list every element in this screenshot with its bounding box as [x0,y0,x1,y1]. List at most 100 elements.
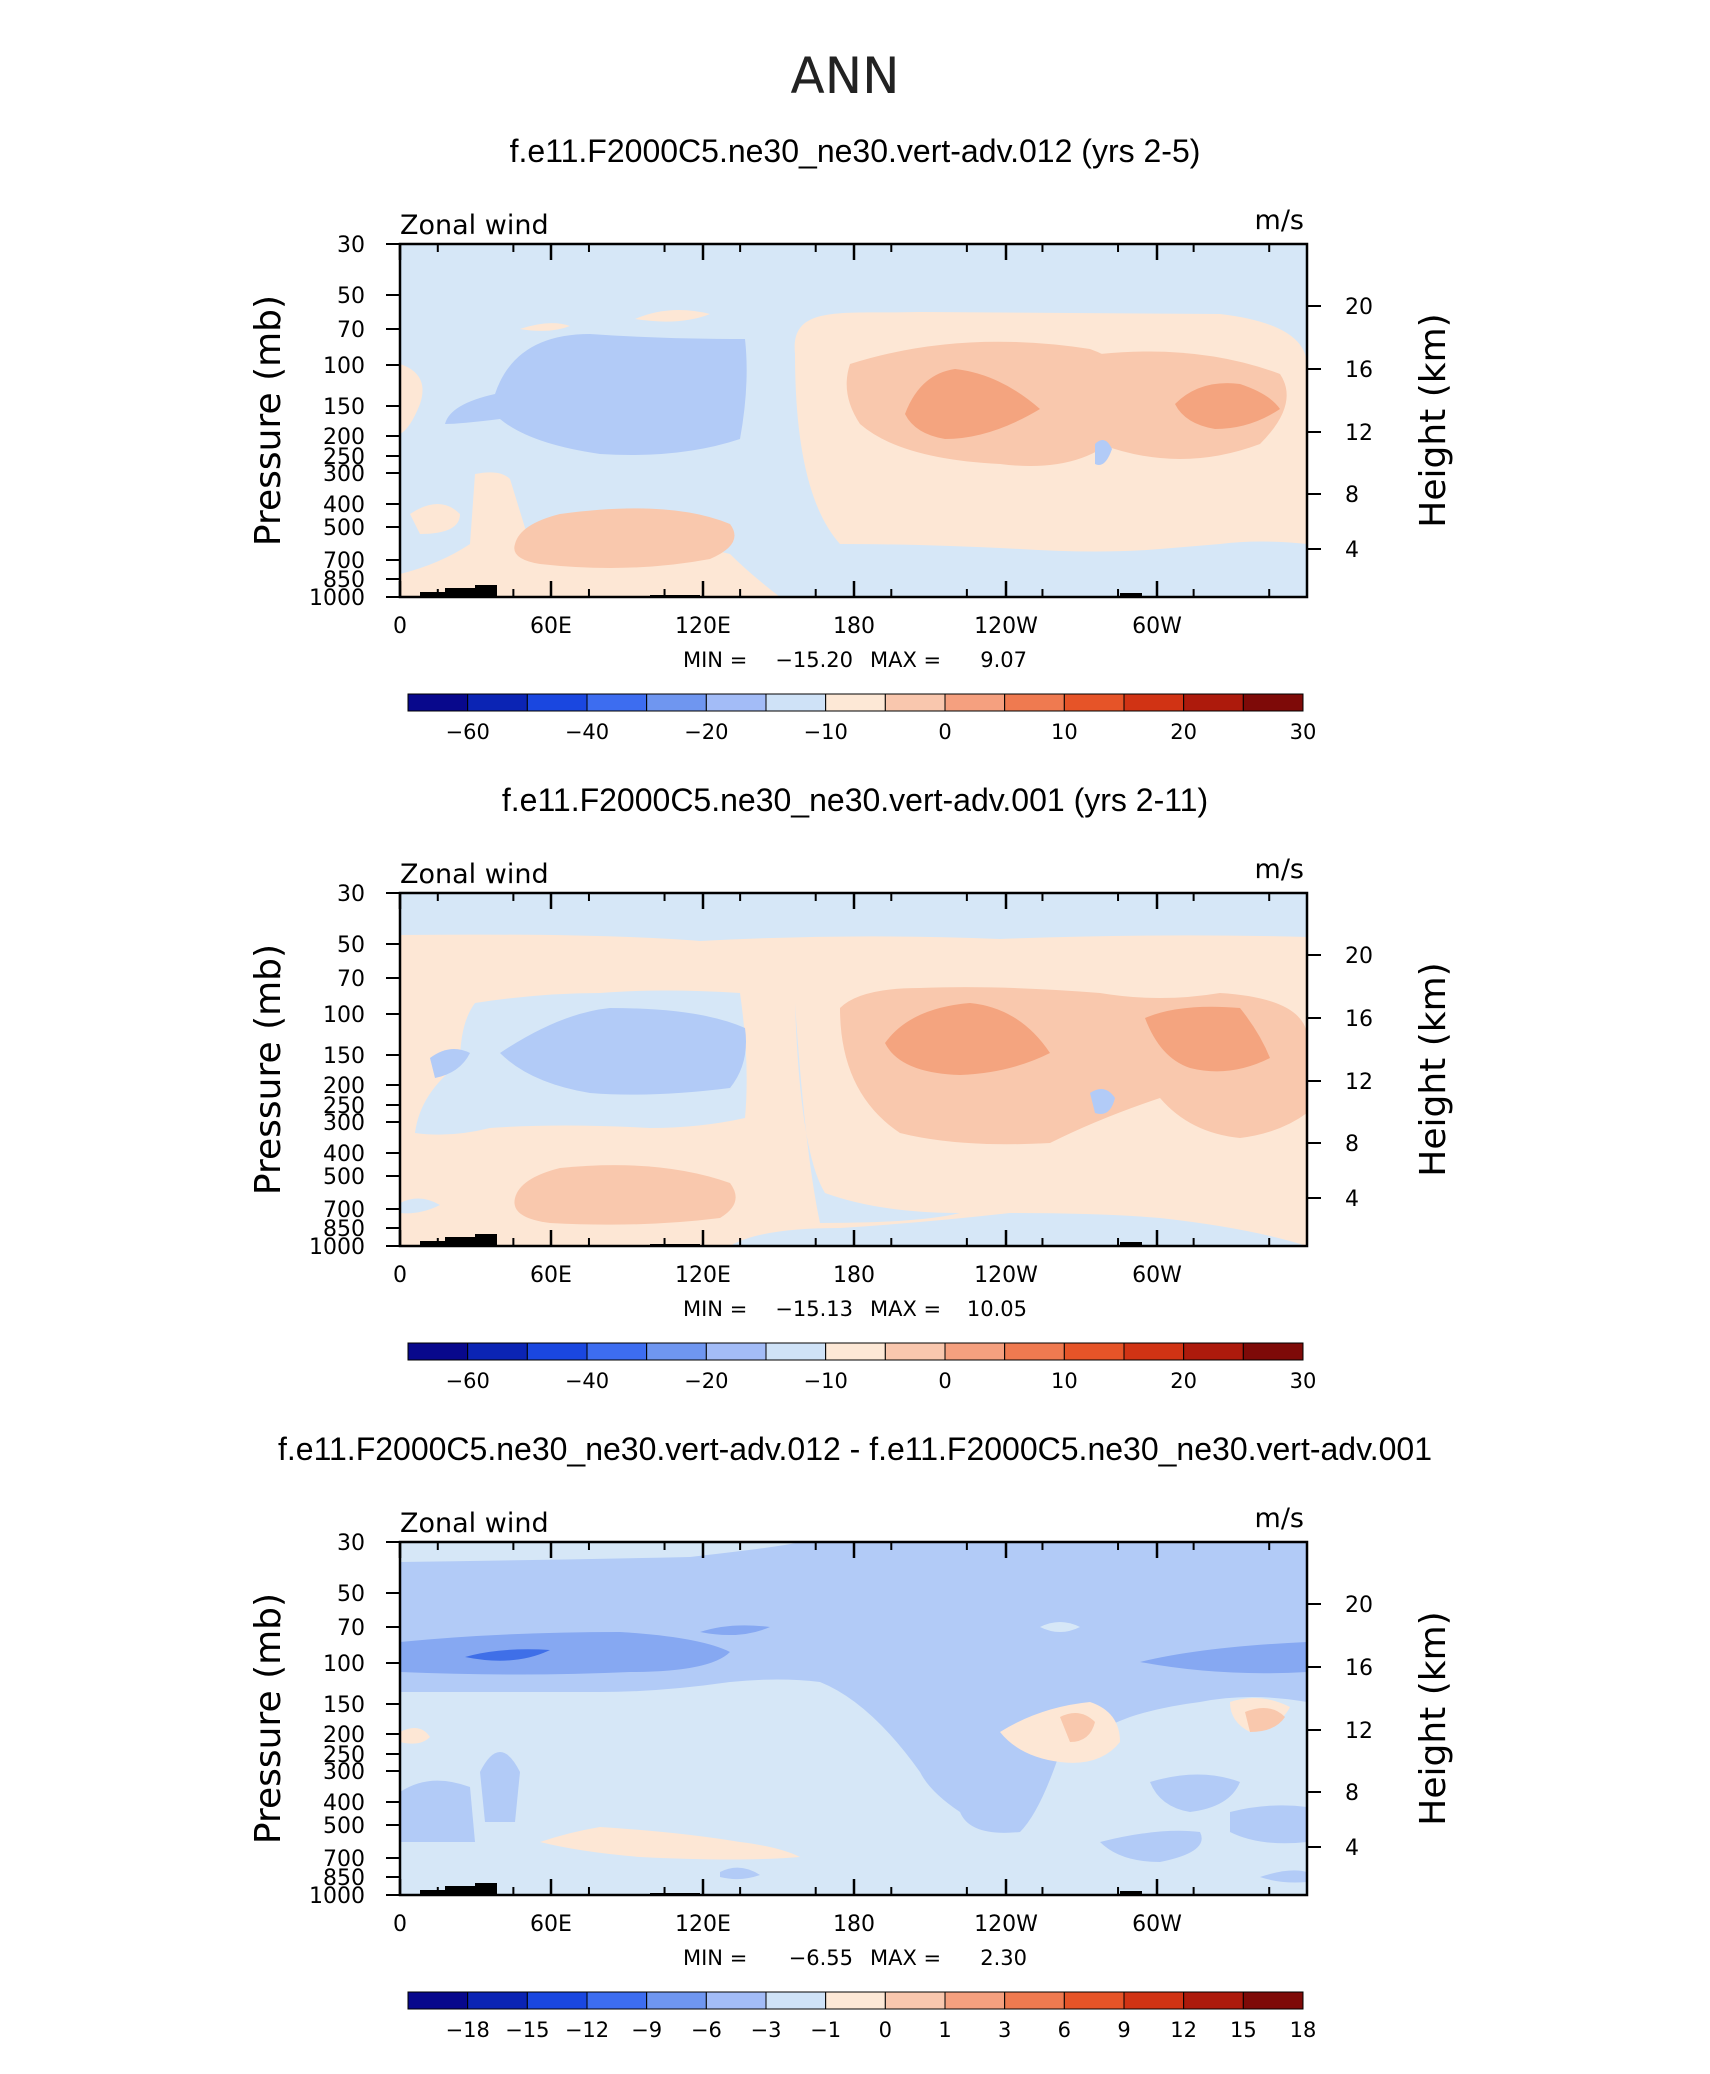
colorbar-label: 15 [1230,2018,1257,2042]
colorbar-label: 0 [879,2018,892,2042]
y-right-tick-label: 8 [1345,483,1359,508]
colorbar-box [1242,1342,1304,1361]
max-label: MAX = [870,1297,941,1321]
colorbar-box [944,693,1006,712]
y-tick-label: 50 [337,1582,365,1607]
y-right-tick-label: 20 [1345,944,1373,969]
colorbar-box [1063,693,1125,712]
contour-region [400,472,780,597]
x-tick-label: 0 [393,1912,407,1937]
colorbar-box [1063,1342,1125,1361]
y-right-tick-label: 8 [1345,1781,1359,1806]
y-tick-label: 700 [323,1847,365,1872]
x-tick-label: 60W [1132,1912,1182,1937]
contour-region [700,1625,770,1636]
colorbar-label: 20 [1170,1369,1197,1393]
min-value: −15.13 [775,1297,853,1321]
panel-2: f.e11.F2000C5.ne30_ne30.vert-adv.001 (yr… [248,782,1454,1393]
y-right-tick-label: 4 [1345,538,1359,563]
units-label: m/s [1255,854,1304,885]
colorbar-label: 30 [1290,1369,1317,1393]
y-tick-label: 50 [337,933,365,958]
contour-region [885,1003,1050,1075]
contour-region [480,1752,520,1822]
y-right-tick-label: 12 [1345,1070,1373,1095]
y-tick-label: 30 [337,233,365,258]
colorbar-box [1004,1991,1065,2010]
colorbar-box [705,1991,767,2010]
colorbar-box [586,1342,648,1361]
colorbar-label: −12 [565,2018,609,2042]
y-tick-label: 850 [323,1217,365,1242]
colorbar-label: −10 [804,720,848,744]
panel-1: f.e11.F2000C5.ne30_ne30.vert-adv.012 (yr… [248,133,1454,744]
colorbar-label: −60 [446,720,490,744]
colorbar-box [825,693,886,712]
colorbar-label: −40 [565,1369,609,1393]
max-label: MAX = [870,1946,941,1970]
contour-region [514,508,735,568]
min-label: MIN = [683,1297,747,1321]
units-label: m/s [1255,1503,1304,1534]
colorbar-box [526,1342,588,1361]
x-tick-label: 120W [974,614,1038,639]
y-tick-label: 700 [323,549,365,574]
y-right-tick-label: 8 [1345,1132,1359,1157]
y-tick-label: 100 [323,1003,365,1028]
contour-region [400,364,423,434]
colorbar-label: −15 [505,2018,549,2042]
colorbar-label: 1 [938,2018,951,2042]
contour-region [410,504,460,534]
colorbar-label: 6 [1058,2018,1071,2042]
y-right-axis-label: Height (km) [1413,962,1454,1176]
colorbar-box [1183,1342,1244,1361]
colorbar-box [1004,693,1065,712]
contour-region [1245,1708,1285,1732]
colorbar-label: 9 [1117,2018,1130,2042]
max-label: MAX = [870,648,941,672]
contour-region [1230,1805,1307,1844]
x-tick-label: 60W [1132,614,1182,639]
y-right-axis-label: Height (km) [1413,1611,1454,1825]
contour-region [430,1049,470,1078]
x-tick-label: 0 [393,614,407,639]
colorbar-label: 18 [1290,2018,1317,2042]
contour-region [400,1632,730,1675]
colorbar-label: −18 [446,2018,490,2042]
y-tick-label: 300 [323,1760,365,1785]
x-tick-label: 180 [833,614,875,639]
contour-region [720,1867,760,1880]
max-value: 10.05 [967,1297,1027,1321]
y-tick-label: 1000 [309,586,365,611]
colorbar-box [705,1342,767,1361]
variable-label: Zonal wind [400,210,549,241]
x-tick-label: 120E [675,1912,731,1937]
colorbar-box [407,1342,469,1361]
y-tick-label: 400 [323,1791,365,1816]
contour-region [400,1542,1307,1833]
contour-region [905,369,1040,439]
colorbar-label: 10 [1051,1369,1078,1393]
colorbar-box [1183,693,1244,712]
y-tick-label: 150 [323,1693,365,1718]
colorbar-box [884,1991,946,2010]
contour-region [514,1165,736,1225]
y-tick-label: 70 [337,967,365,992]
contour-region [520,323,570,331]
contour-field [400,1542,1307,1895]
contour-region [500,1008,746,1095]
max-value: 9.07 [980,648,1027,672]
y-tick-label: 50 [337,284,365,309]
x-tick-label: 120E [675,1263,731,1288]
x-tick-label: 60E [530,1263,572,1288]
y-tick-label: 250 [323,1743,365,1768]
y-axis-label: Pressure (mb) [248,1593,289,1844]
variable-label: Zonal wind [400,1508,549,1539]
y-tick-label: 150 [323,1044,365,1069]
contour-region [1145,1006,1270,1072]
y-tick-label: 300 [323,462,365,487]
colorbar-box [526,1991,588,2010]
y-tick-label: 250 [323,445,365,470]
y-tick-label: 200 [323,1074,365,1099]
